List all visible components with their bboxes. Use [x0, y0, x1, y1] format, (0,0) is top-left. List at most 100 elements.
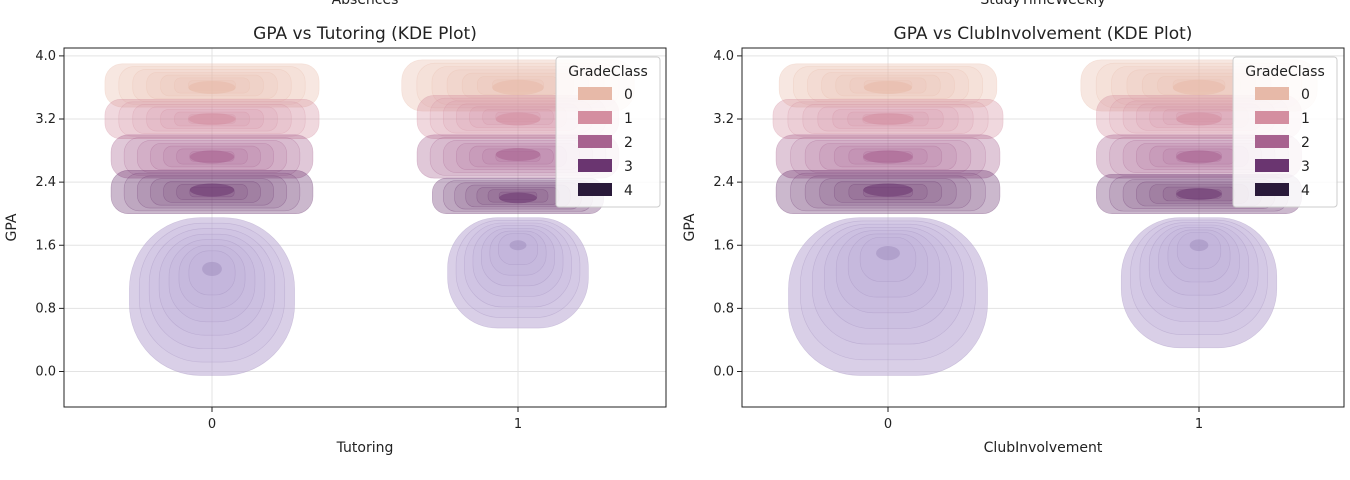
x-axis-label: ClubInvolvement — [984, 440, 1103, 456]
y-tick-label: 1.6 — [35, 238, 56, 253]
kde-peak — [188, 80, 236, 94]
legend-title: GradeClass — [568, 64, 648, 80]
chart-title: GPA vs Tutoring (KDE Plot) — [253, 24, 477, 44]
kde-peak — [495, 112, 541, 126]
kde-panel-clubinvolvement: 0.0 0.8 1.6 2.4 3.2 4.0 0 1 GPA vs ClubInvolveme… — [682, 24, 1345, 456]
kde-peak — [863, 183, 913, 197]
legend-title: GradeClass — [1245, 64, 1325, 80]
y-tick-label: 0.0 — [713, 364, 734, 379]
x-tick-label: 1 — [514, 417, 522, 432]
kde-contour — [447, 217, 589, 329]
kde-contour — [455, 220, 581, 318]
kde-contour — [859, 236, 917, 282]
kde-blob-class-4-x1 — [1120, 217, 1278, 349]
kde-peak — [189, 150, 235, 164]
kde-contour — [788, 217, 988, 376]
kde-blob-class-3-x0 — [775, 169, 1001, 214]
y-tick-label: 3.2 — [35, 112, 56, 127]
kde-contour — [1130, 219, 1268, 335]
y-tick-label: 2.4 — [35, 175, 56, 190]
kde-contour — [158, 233, 266, 336]
kde-blob-class-2-x0 — [110, 134, 314, 179]
kde-contour — [188, 250, 236, 296]
kde-peak — [188, 113, 236, 125]
legend-label-1: 1 — [1301, 111, 1310, 127]
legend: GradeClass 0 1 2 3 4 — [1232, 56, 1338, 208]
y-tick-label: 0.0 — [35, 364, 56, 379]
legend-swatch-0 — [578, 87, 612, 100]
legend-swatch-4 — [578, 183, 612, 196]
kde-panel-tutoring: 0.0 0.8 1.6 2.4 3.2 4.0 0 1 GPA vs Tutoring (KDE… — [4, 24, 667, 456]
legend-swatch-3 — [1255, 159, 1289, 172]
kde-contour — [497, 233, 539, 265]
legend-swatch-1 — [578, 111, 612, 124]
kde-blob-class-4-x0 — [129, 217, 295, 376]
cut-xlabel-top-left: Absences — [332, 0, 399, 8]
kde-series-2 — [110, 134, 620, 179]
kde-contour — [148, 228, 276, 349]
kde-blob-class-3-x0 — [110, 169, 314, 214]
y-tick-label: 0.8 — [35, 301, 56, 316]
kde-peak — [189, 183, 235, 197]
legend-swatch-3 — [578, 159, 612, 172]
kde-contour — [835, 230, 941, 314]
legend: GradeClass 0 1 2 3 4 — [555, 56, 661, 208]
legend-label-0: 0 — [1301, 87, 1310, 103]
kde-contour — [800, 220, 976, 361]
y-axis-label: GPA — [4, 213, 20, 241]
legend-label-0: 0 — [624, 87, 633, 103]
kde-blob-class-0-x0 — [104, 63, 320, 108]
kde-series-3 — [775, 169, 1302, 214]
legend-label-4: 4 — [624, 183, 633, 199]
kde-contour — [138, 222, 286, 363]
kde-contour — [178, 244, 246, 309]
legend-swatch-2 — [1255, 135, 1289, 148]
kde-series-4 — [788, 217, 1278, 376]
kde-peak — [1176, 188, 1222, 200]
legend-swatch-0 — [1255, 87, 1289, 100]
kde-blob-class-1-x0 — [104, 98, 320, 140]
kde-contour — [1120, 217, 1278, 349]
x-axis-label: Tutoring — [336, 440, 394, 456]
kde-contour — [1139, 222, 1259, 322]
kde-peak — [499, 192, 537, 204]
kde-peak — [1176, 112, 1222, 126]
kde-peak — [862, 113, 914, 125]
kde-contour — [464, 222, 572, 308]
kde-contour — [129, 217, 295, 376]
legend-label-3: 3 — [624, 159, 633, 175]
kde-contour — [472, 225, 564, 297]
legend-swatch-1 — [1255, 111, 1289, 124]
legend-swatch-2 — [578, 135, 612, 148]
kde-peak — [1189, 239, 1209, 252]
kde-contour — [812, 223, 964, 345]
kde-peak — [863, 150, 913, 164]
kde-series-4 — [129, 217, 589, 376]
y-tick-label: 0.8 — [713, 301, 734, 316]
kde-blob-class-0-x0 — [778, 63, 998, 108]
kde-contour — [1148, 224, 1250, 309]
kde-peak — [876, 246, 900, 261]
kde-peak — [202, 261, 222, 277]
kde-contour — [824, 227, 952, 329]
kde-peak — [509, 240, 527, 251]
kde-contour — [847, 233, 929, 298]
kde-peak — [495, 148, 541, 162]
y-tick-label: 4.0 — [35, 49, 56, 64]
kde-peak — [1173, 79, 1225, 96]
kde-peak — [1176, 150, 1222, 164]
kde-contour — [1158, 227, 1240, 296]
legend-label-2: 2 — [1301, 135, 1310, 151]
y-tick-label: 4.0 — [713, 49, 734, 64]
legend-label-2: 2 — [624, 135, 633, 151]
kde-blob-class-4-x0 — [788, 217, 988, 376]
x-tick-label: 0 — [208, 417, 216, 432]
x-tick-label: 0 — [884, 417, 892, 432]
chart-title: GPA vs ClubInvolvement (KDE Plot) — [894, 24, 1193, 44]
kde-blob-class-2-x0 — [775, 134, 1001, 179]
kde-contour — [1167, 229, 1231, 283]
kde-peak — [864, 80, 912, 94]
kde-blob-class-1-x0 — [772, 98, 1004, 140]
y-tick-label: 1.6 — [713, 238, 734, 253]
